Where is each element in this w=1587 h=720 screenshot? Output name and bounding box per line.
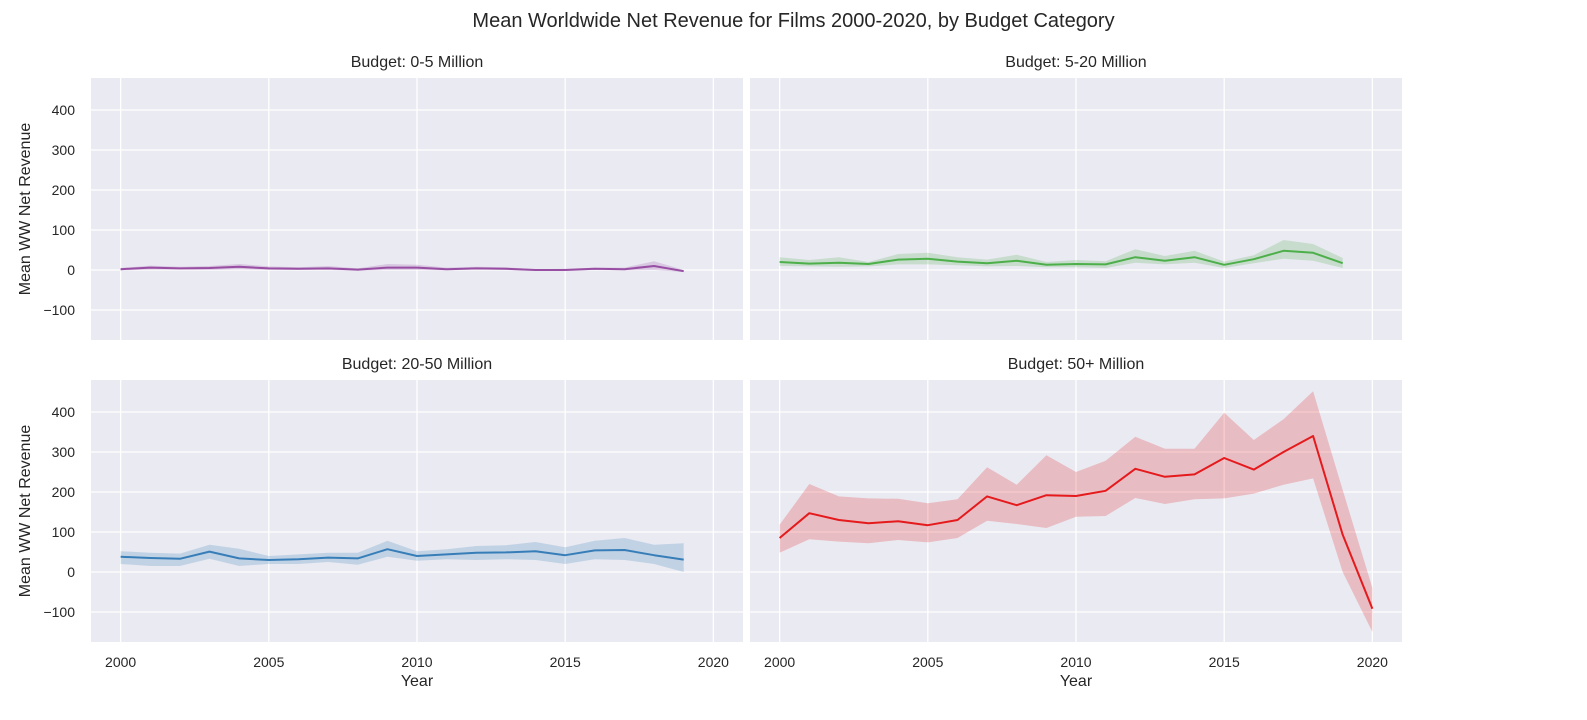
confidence-band — [779, 240, 1343, 268]
y-tick-label: 0 — [67, 564, 75, 580]
x-axis-label: Year — [400, 673, 434, 690]
y-tick-label: −100 — [43, 302, 75, 318]
confidence-band — [120, 538, 684, 572]
x-tick-label: 2000 — [105, 654, 136, 670]
y-tick-label: 300 — [52, 142, 76, 158]
panel-budget-50-plus: Budget: 50+ Million 2000 2005 2010 2015 2020 — [750, 356, 1402, 670]
x-tick-label: 2020 — [1357, 654, 1388, 670]
y-axis-label: Mean WW Net Revenue — [17, 122, 34, 296]
series-line — [120, 265, 684, 273]
series-line — [779, 249, 1344, 266]
y-tick-label: 200 — [52, 182, 76, 198]
x-axis-label: Year — [1059, 673, 1093, 690]
panel-title: Budget: 5-20 Million — [1005, 54, 1147, 71]
x-tick-label: 2015 — [1209, 654, 1240, 670]
chart-svg — [750, 78, 1402, 340]
series-line — [778, 435, 1374, 610]
panel-budget-20-50: Budget: 20-50 Million −100 0 100 200 300 400 2… — [43, 356, 743, 670]
series-line — [120, 548, 684, 561]
panel-title: Budget: 0-5 Million — [350, 54, 484, 71]
y-tick-label: 200 — [52, 484, 76, 500]
y-tick-label: −100 — [43, 604, 75, 620]
y-tick-label: 400 — [52, 404, 76, 420]
x-tick-label: 2005 — [912, 654, 943, 670]
panel-title: Budget: 20-50 Million — [341, 356, 493, 373]
y-tick-label: 100 — [52, 524, 76, 540]
y-tick-label: 0 — [67, 262, 75, 278]
y-tick-label: 400 — [52, 102, 76, 118]
x-tick-label: 2005 — [253, 654, 284, 670]
panel-title: Budget: 50+ Million — [1007, 356, 1145, 373]
x-tick-label: 2010 — [1060, 654, 1091, 670]
figure-title: Mean Worldwide Net Revenue for Films 200… — [472, 10, 1115, 32]
x-tick-label: 2010 — [401, 654, 432, 670]
x-tick-label: 2000 — [764, 654, 795, 670]
chart-svg: −100 0 100 200 300 400 2000 2005 2010 2015 2020 — [43, 380, 743, 670]
x-tick-label: 2020 — [698, 654, 729, 670]
panel-budget-0-5: Budget: 0-5 Million −100 0 100 200 300 400 — [43, 54, 743, 340]
y-tick-label: 300 — [52, 444, 76, 460]
y-tick-label: 100 — [52, 222, 76, 238]
chart-svg: 2000 2005 2010 2015 2020 — [750, 380, 1402, 670]
panel-budget-5-20: Budget: 5-20 Million — [750, 54, 1402, 340]
chart-svg: −100 0 100 200 300 400 — [43, 78, 743, 340]
confidence-band — [779, 391, 1373, 632]
x-tick-label: 2015 — [550, 654, 581, 670]
y-axis-label: Mean WW Net Revenue — [17, 424, 34, 598]
